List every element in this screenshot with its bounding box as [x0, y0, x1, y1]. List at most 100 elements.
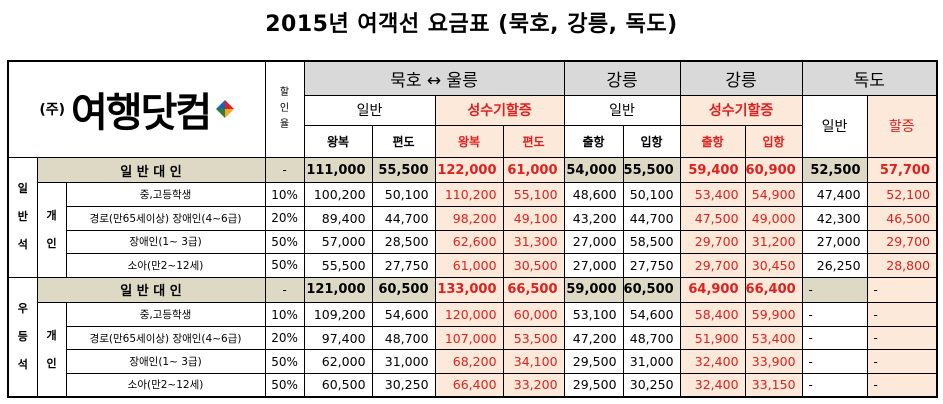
table-row: 장애인(1~ 3급) 50% 57,000 28,500 62,600 31,3… — [8, 229, 938, 255]
cell: 48,700 — [622, 325, 681, 351]
cell: 97,400 — [303, 325, 373, 351]
header-enter-2: 입항 — [744, 124, 803, 158]
cell: 68,200 — [434, 349, 504, 374]
cell: 30,450 — [744, 253, 803, 278]
row-discount: 10% — [264, 182, 305, 207]
cell: - — [801, 372, 868, 398]
cell: 44,700 — [371, 205, 436, 231]
cell: 26,250 — [801, 253, 868, 278]
cell: 57,700 — [866, 156, 938, 184]
header-depart-2: 출항 — [679, 124, 746, 158]
header-enter: 입항 — [622, 124, 681, 158]
cell: 27,000 — [563, 229, 624, 255]
cell: 28,500 — [371, 229, 436, 255]
cell: 31,200 — [744, 229, 803, 255]
cell: 29,700 — [679, 229, 746, 255]
row-name: 경로(만65세이상) 장애인(4~6급) — [65, 205, 266, 231]
header-general: 일반 — [303, 94, 436, 126]
cell: 32,400 — [679, 372, 746, 398]
row-discount: - — [264, 276, 305, 304]
table-row: 경로(만65세이상) 장애인(4~6급) 20% 97,400 48,700 1… — [8, 325, 938, 351]
cell: 47,200 — [563, 325, 624, 351]
cell: 29,500 — [563, 372, 624, 398]
pinwheel-icon — [216, 100, 235, 119]
route-mukho-ulleung: 묵호 ↔ 울릉 — [303, 60, 565, 96]
cell: 47,400 — [801, 182, 868, 207]
cell: 53,400 — [679, 182, 746, 207]
cell: 52,500 — [801, 156, 868, 184]
brand-logo: (주) 여행닷컴 — [7, 60, 266, 158]
cell: 51,900 — [679, 325, 746, 351]
cell: 64,900 — [679, 276, 746, 304]
cell: 31,300 — [502, 229, 565, 255]
cell: 55,500 — [303, 253, 373, 278]
cell: 60,500 — [303, 372, 373, 398]
cell: 66,400 — [744, 276, 803, 304]
header-dokdo-surcharge: 할증 — [866, 94, 938, 158]
header-depart: 출항 — [563, 124, 624, 158]
row-name: 일 반 대 인 — [36, 276, 266, 304]
cell: - — [866, 372, 938, 398]
cell: 110,200 — [434, 182, 504, 207]
cell: 122,000 — [434, 156, 504, 184]
cell: 31,000 — [371, 349, 436, 374]
row-discount: 50% — [264, 253, 305, 278]
row-name: 소아(만2~12세) — [65, 253, 266, 278]
row-discount: 20% — [264, 205, 305, 231]
table-row: 소아(만2~12세) 50% 60,500 30,250 66,400 33,2… — [8, 372, 938, 398]
cell: 59,400 — [679, 156, 746, 184]
cell: 133,000 — [434, 276, 504, 304]
header-dokdo-general: 일반 — [801, 94, 868, 158]
cell: 28,800 — [866, 253, 938, 278]
header-oneway-2: 편도 — [502, 124, 565, 158]
cell: 30,500 — [502, 253, 565, 278]
cell: 55,500 — [622, 156, 681, 184]
table-row: 소아(만2~12세) 50% 55,500 27,750 61,000 30,5… — [8, 253, 938, 278]
cell: 107,000 — [434, 325, 504, 351]
cell: 53,100 — [563, 302, 624, 327]
cell: 58,400 — [679, 302, 746, 327]
cell: 98,200 — [434, 205, 504, 231]
cell: 53,400 — [744, 325, 803, 351]
cell: 109,200 — [303, 302, 373, 327]
cell: 29,500 — [563, 349, 624, 374]
header-seongsu: 성수기할증 — [434, 94, 565, 126]
header-round-2: 왕복 — [434, 124, 504, 158]
route-gangneung: 강릉 — [563, 60, 681, 96]
cell: 42,300 — [801, 205, 868, 231]
cell: 27,750 — [622, 253, 681, 278]
row-name: 경로(만65세이상) 장애인(4~6급) — [65, 325, 266, 351]
row-discount: 50% — [264, 229, 305, 255]
table-row: 경로(만65세이상) 장애인(4~6급) 20% 89,400 44,700 9… — [8, 205, 938, 231]
cell: 44,700 — [622, 205, 681, 231]
cell: 60,900 — [744, 156, 803, 184]
cell: 54,600 — [371, 302, 436, 327]
cell: 27,000 — [801, 229, 868, 255]
cell: 89,400 — [303, 205, 373, 231]
row-name: 일 반 대 인 — [36, 156, 266, 184]
cell: 33,200 — [502, 372, 565, 398]
header-round: 왕복 — [303, 124, 373, 158]
cell: 32,400 — [679, 349, 746, 374]
cell: 55,100 — [502, 182, 565, 207]
cell: 33,150 — [744, 372, 803, 398]
cell: 53,500 — [502, 325, 565, 351]
cell: - — [866, 276, 938, 304]
cell: 27,750 — [371, 253, 436, 278]
cell: 50,100 — [622, 182, 681, 207]
row-discount: - — [264, 156, 305, 184]
cell: - — [801, 302, 868, 327]
cell: 61,000 — [434, 253, 504, 278]
row-name: 장애인(1~ 3급) — [65, 229, 266, 255]
cell: 34,100 — [502, 349, 565, 374]
fare-table: (주) 여행닷컴 할인율 묵호 ↔ 울릉 강릉 강릉 독도 일반 성수기할증 일… — [7, 60, 939, 398]
cell: 62,000 — [303, 349, 373, 374]
cell: 60,500 — [622, 276, 681, 304]
